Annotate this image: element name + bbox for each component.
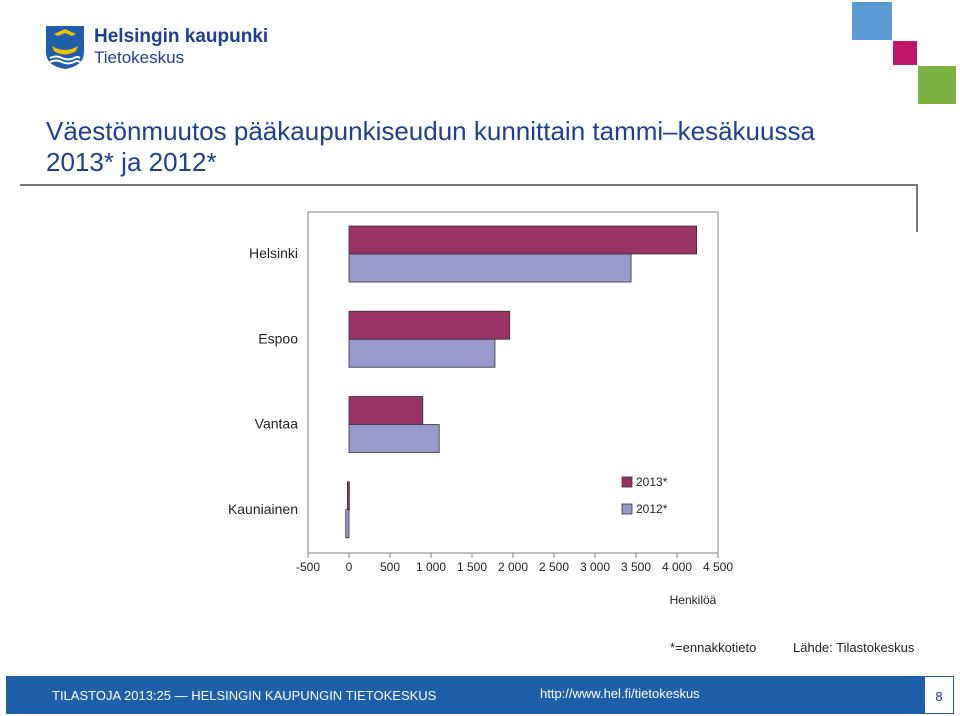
population-change-chart: Helsinki Espoo Vantaa Kauniainen -500 0 500 1 … bbox=[228, 211, 733, 607]
source-note: Lähde: Tilastokeskus bbox=[793, 640, 915, 655]
legend-swatch-2013 bbox=[621, 476, 633, 488]
x-tick-label: 4 000 bbox=[662, 560, 692, 574]
bar-helsinki-2012 bbox=[348, 253, 632, 283]
x-tick-label: 1 000 bbox=[416, 560, 446, 574]
bar-vantaa-2012 bbox=[348, 424, 440, 453]
x-axis-label: Henkilöä bbox=[670, 593, 717, 607]
title-divider bbox=[20, 184, 918, 186]
logo-subtitle: Tietokeskus bbox=[94, 48, 185, 67]
category-label-helsinki: Helsinki bbox=[249, 245, 298, 261]
bar-kauniainen-2013 bbox=[346, 481, 350, 511]
logo-title: Helsingin kaupunki bbox=[94, 26, 269, 47]
title-line1: Väestönmuutos pääkaupunkiseudun kunnitta… bbox=[46, 116, 815, 146]
title-divider-right bbox=[916, 184, 918, 232]
accent-square-blue bbox=[852, 2, 892, 40]
bar-espoo-2012 bbox=[348, 338, 496, 368]
estimate-note: *=ennakkotieto bbox=[670, 640, 757, 655]
x-tick-label: 3 000 bbox=[580, 560, 610, 574]
page-title: Väestönmuutos pääkaupunkiseudun kunnitta… bbox=[46, 116, 906, 178]
x-tick-label: 500 bbox=[380, 560, 400, 574]
category-label-kauniainen: Kauniainen bbox=[228, 501, 298, 517]
category-label-espoo: Espoo bbox=[258, 330, 298, 346]
city-logo: Helsingin kaupunki Tietokeskus bbox=[44, 24, 268, 72]
title-line2: 2013* ja 2012* bbox=[46, 147, 217, 177]
bar-kauniainen-2012 bbox=[345, 509, 350, 539]
chart-legend: 2013* 2012* bbox=[621, 475, 668, 516]
accent-square-green bbox=[918, 66, 956, 104]
x-tick-label: 0 bbox=[346, 560, 353, 574]
city-crest-icon bbox=[46, 26, 84, 69]
footer-publication: TILASTOJA 2013:25 — HELSINGIN KAUPUNGIN … bbox=[52, 688, 437, 703]
accent-square-magenta bbox=[893, 41, 917, 65]
bar-vantaa-2013 bbox=[348, 396, 424, 425]
footer-link[interactable]: http://www.hel.fi/tietokeskus bbox=[540, 686, 700, 701]
legend-label-2012: 2012* bbox=[636, 502, 668, 516]
bar-helsinki-2013 bbox=[348, 225, 698, 255]
x-tick-label: 4 500 bbox=[703, 560, 733, 574]
x-tick-label: 1 500 bbox=[457, 560, 487, 574]
x-tick-label: 2 000 bbox=[498, 560, 528, 574]
x-tick-label: 3 500 bbox=[621, 560, 651, 574]
page-number: 8 bbox=[935, 689, 943, 704]
legend-swatch-2012 bbox=[621, 503, 633, 515]
page-number-box: 8 bbox=[924, 676, 954, 714]
x-tick-label: 2 500 bbox=[539, 560, 569, 574]
footer-bar: TILASTOJA 2013:25 — HELSINGIN KAUPUNGIN … bbox=[6, 676, 954, 714]
category-label-vantaa: Vantaa bbox=[255, 416, 299, 432]
bar-espoo-2013 bbox=[348, 310, 511, 340]
x-tick-label: -500 bbox=[296, 560, 320, 574]
legend-label-2013: 2013* bbox=[636, 475, 668, 489]
